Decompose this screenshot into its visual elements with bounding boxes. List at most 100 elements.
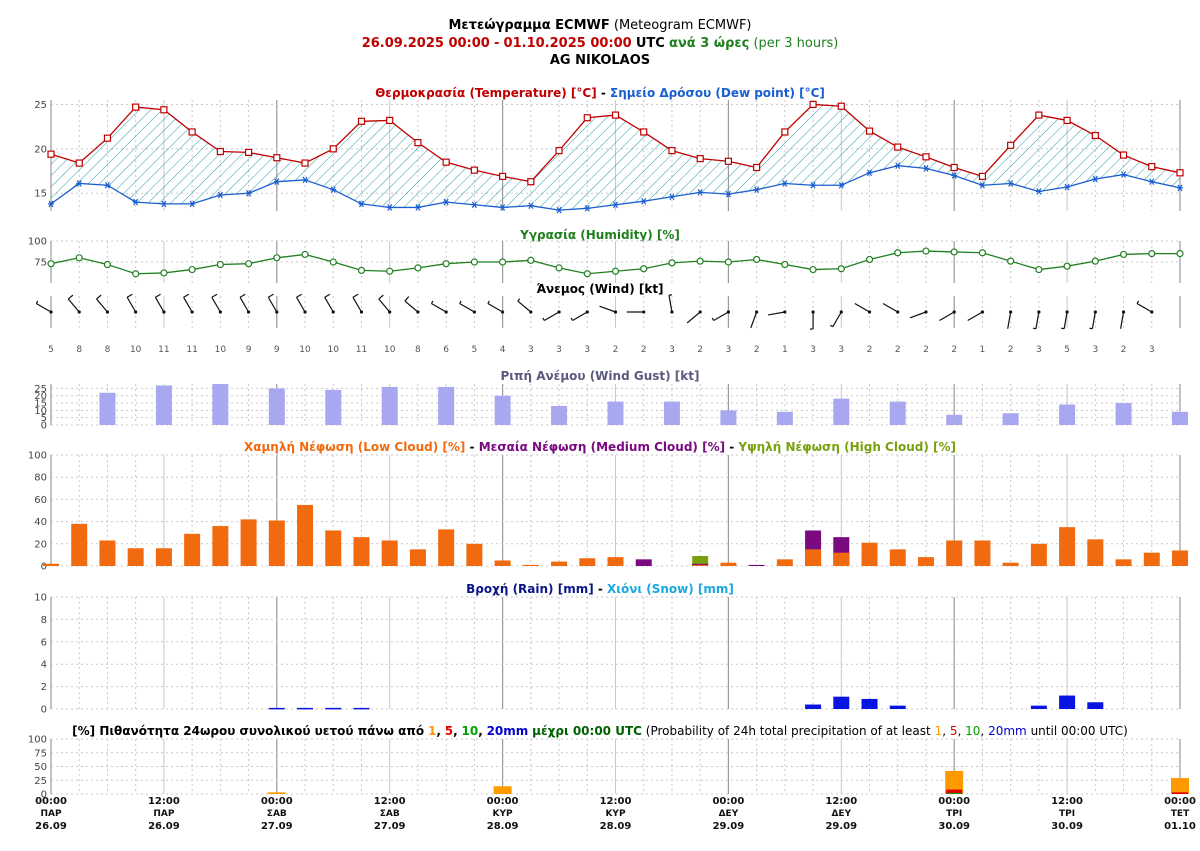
- time-axis-date: 27.09: [261, 821, 293, 832]
- rain-ytick: 8: [41, 615, 47, 626]
- wind-barb: [882, 302, 900, 314]
- dewpoint-point: [1177, 184, 1183, 192]
- wind-barb: [517, 298, 533, 314]
- wind-speed-label: 11: [158, 345, 169, 355]
- high-cloud-bar: [692, 556, 709, 566]
- humidity-point: [1007, 257, 1015, 265]
- time-axis-time: 00:00: [261, 796, 293, 807]
- humidity-point: [386, 267, 394, 275]
- temperature-point: [301, 159, 309, 167]
- dewpoint-point: [1035, 188, 1042, 195]
- cloud-ytick: 0: [41, 562, 47, 573]
- temperature-point: [978, 172, 987, 180]
- dewpoint-point: [217, 191, 224, 199]
- gust-ytick: 20: [34, 391, 47, 402]
- prob-t5-en: 5: [949, 724, 958, 738]
- period-sep: -: [494, 36, 500, 51]
- low-cloud-bar: [1143, 552, 1160, 566]
- humidity-point: [950, 248, 958, 256]
- wind-barb: [430, 300, 448, 314]
- dewpoint-point: [725, 190, 732, 198]
- wind-speed-label: 9: [274, 345, 280, 355]
- low-cloud-bar: [805, 549, 822, 566]
- dewpoint-point: [1092, 175, 1099, 183]
- mid-cloud-title: Μεσαία Νέφωση (Medium Cloud) [%]: [478, 440, 726, 454]
- temperature-point: [950, 163, 958, 172]
- humidity-point: [357, 266, 366, 274]
- temperature-point: [781, 128, 789, 136]
- prob-title-b: μέχρι 00:00 UTC: [532, 724, 642, 738]
- low-cloud-bar: [917, 557, 934, 566]
- wind-barb: [267, 293, 279, 314]
- temp-ytick: 20: [34, 144, 47, 155]
- temperature-point: [216, 147, 224, 156]
- temperature-point: [865, 127, 874, 135]
- gust-bar: [1002, 413, 1019, 425]
- temperature-point: [1148, 163, 1156, 171]
- high-cloud-title: Υψηλή Νέφωση (High Cloud) [%]: [738, 440, 957, 454]
- humidity-point: [724, 258, 733, 266]
- wind-barb: [768, 310, 787, 316]
- prob-10mm-bar: [947, 792, 962, 794]
- time-axis-time: 12:00: [374, 796, 406, 807]
- wind-speed-label: 5: [1064, 345, 1070, 355]
- low-cloud-bar: [155, 548, 172, 566]
- temperature-point: [160, 106, 168, 114]
- wind-speed-label: 2: [1121, 345, 1127, 355]
- low-cloud-bar: [494, 560, 511, 566]
- temperature-point: [47, 150, 55, 158]
- dewpoint-point: [668, 193, 675, 201]
- low-cloud-bar: [1002, 562, 1019, 566]
- time-axis-time: 12:00: [600, 796, 632, 807]
- low-cloud-bar: [353, 537, 370, 566]
- dewpoint-point: [781, 180, 788, 187]
- rain-bar: [1087, 702, 1104, 709]
- prob-c1: ,: [436, 724, 441, 738]
- dewpoint-point: [640, 197, 647, 205]
- wind-speed-label: 10: [130, 345, 142, 355]
- time-axis-date: 26.09: [35, 821, 67, 832]
- period-utc: UTC: [635, 36, 665, 51]
- temp-ytick: 25: [34, 100, 47, 111]
- dewpoint-point: [471, 201, 478, 209]
- wind-barb: [324, 293, 335, 314]
- time-axis-day: ΔΕΥ: [719, 809, 739, 819]
- dewpoint-point: [358, 200, 365, 208]
- temperature-point: [273, 154, 281, 162]
- wind-speed-label: 5: [472, 345, 478, 355]
- humidity-point: [640, 265, 648, 273]
- temperature-point: [724, 157, 733, 165]
- wind-speed-label: 2: [867, 345, 873, 355]
- low-cloud-bar: [325, 530, 342, 566]
- temperature-point: [527, 178, 535, 186]
- time-axis-date: 27.09: [374, 821, 406, 832]
- time-axis-time: 00:00: [712, 796, 744, 807]
- humidity-point: [1035, 265, 1043, 274]
- wind-speed-label: 9: [246, 345, 252, 355]
- time-axis-date: 26.09: [148, 821, 180, 832]
- rain-bar: [353, 707, 370, 710]
- humidity-point: [668, 259, 676, 267]
- low-cloud-bar: [833, 552, 850, 566]
- dew-title: Σημείο Δρόσου (Dew point) [°C]: [610, 86, 825, 100]
- rain-bar: [833, 696, 850, 709]
- dewpoint-point: [160, 200, 167, 208]
- humidity-point: [894, 249, 902, 257]
- time-axis-time: 12:00: [148, 796, 180, 807]
- wind-barb: [810, 310, 815, 330]
- gust-ytick: 15: [34, 399, 47, 410]
- humidity-ytick: 100: [28, 237, 47, 248]
- prob-t5: 5: [444, 724, 454, 738]
- dewpoint-point: [612, 201, 619, 209]
- wind-speed-label: 3: [1092, 345, 1098, 355]
- low-cloud-bar: [438, 529, 455, 566]
- low-cloud-bar: [381, 540, 398, 566]
- rain-bar: [889, 705, 906, 709]
- wind-barb: [542, 310, 561, 322]
- temperature-point: [442, 158, 450, 166]
- gust-bar: [1172, 411, 1188, 425]
- low-cloud-bar: [1030, 543, 1047, 566]
- wind-speed-label: 3: [838, 345, 844, 355]
- wind-barb: [1136, 300, 1154, 314]
- humidity-point: [611, 267, 620, 275]
